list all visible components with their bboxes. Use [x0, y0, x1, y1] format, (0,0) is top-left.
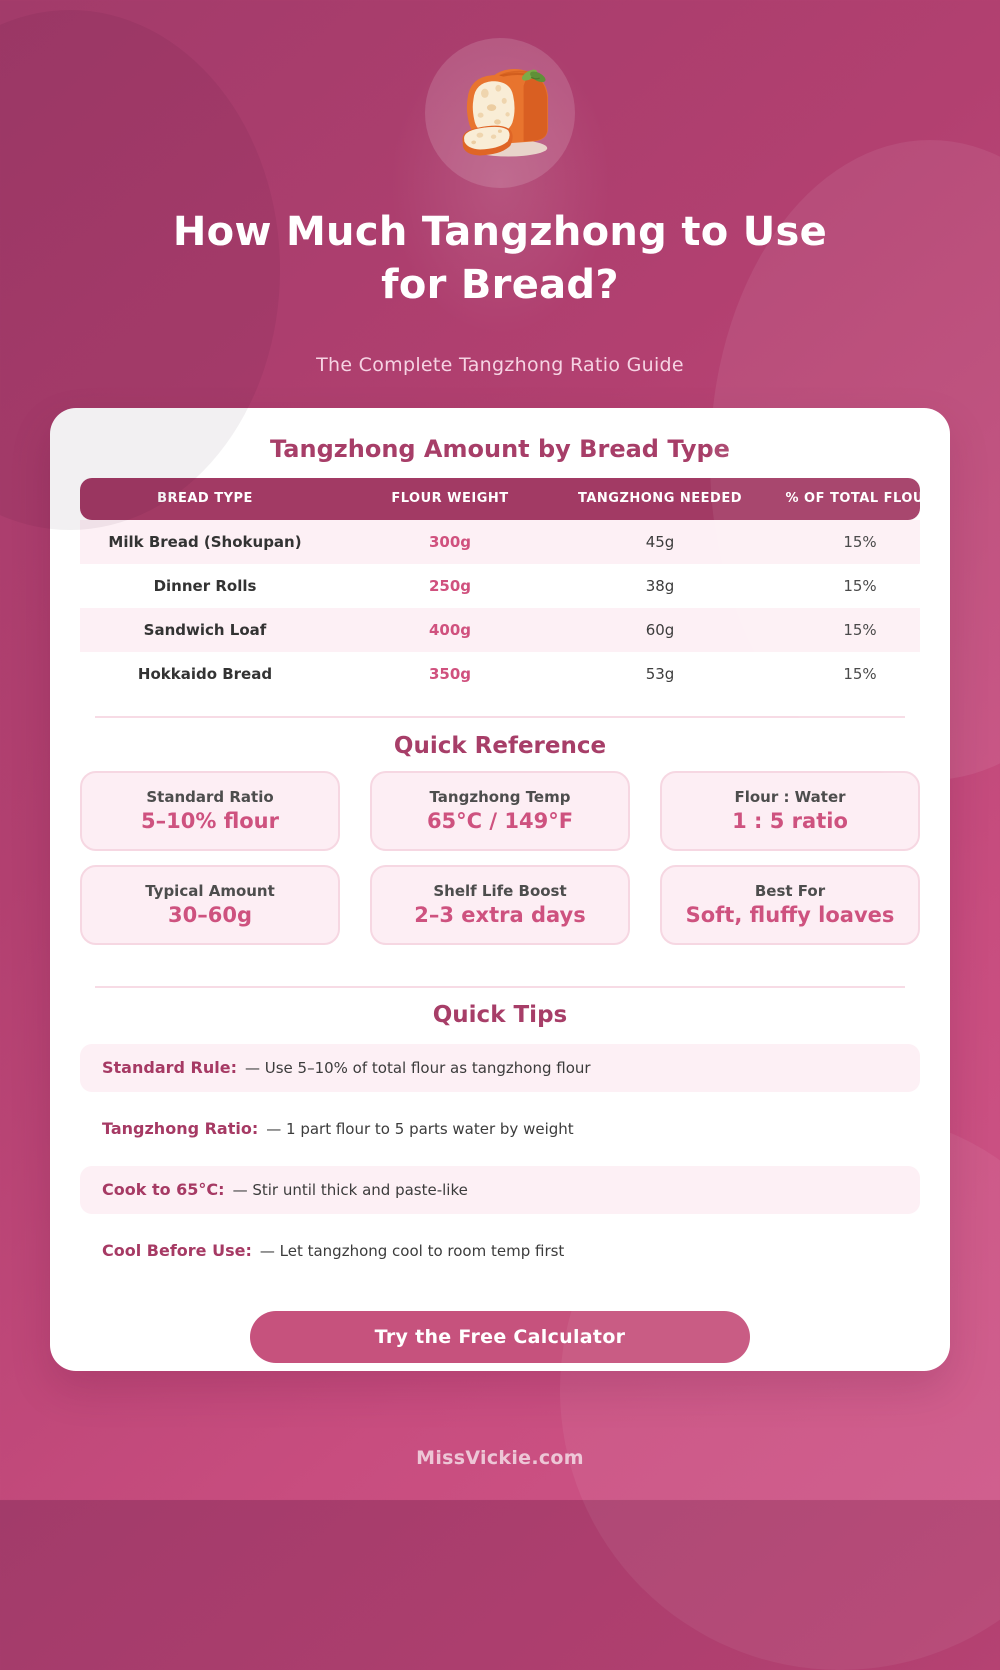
page-title: How Much Tangzhong to Use for Bread? [172, 209, 828, 308]
bread-type-cell: Dinner Rolls [153, 576, 257, 595]
reference-card-value: 5–10% flour [141, 809, 279, 834]
tip-text: — Use 5–10% of total flour as tangzhong … [244, 1058, 591, 1077]
quick-tips-title: Quick Tips [432, 1001, 568, 1028]
reference-card-label: Shelf Life Boost [433, 882, 567, 901]
flour-weight-cell: 300g [428, 532, 472, 551]
reference-card-value: 2–3 extra days [414, 903, 586, 928]
column-header-percent-of-total: % OF TOTAL FLOUR [785, 491, 921, 507]
table-title: Tangzhong Amount by Bread Type [270, 434, 730, 463]
tip-text: — Let tangzhong cool to room temp first [259, 1241, 565, 1260]
percent-cell: 15% [843, 664, 877, 683]
bread-type-cell: Milk Bread (Shokupan) [108, 532, 302, 551]
tangzhong-needed-cell: 45g [645, 532, 675, 551]
content-card: Tangzhong Amount by Bread Type BREAD TYP… [50, 407, 950, 1371]
reference-card-value: 1 : 5 ratio [732, 809, 848, 834]
reference-card-label: Typical Amount [145, 882, 275, 901]
reference-card-value: 65°C / 149°F [426, 809, 574, 834]
bread-loaf-icon [441, 52, 559, 174]
quick-tips-list: Standard Rule: — Use 5–10% of total flou… [80, 1043, 920, 1275]
quick-reference-grid: Standard Ratio 5–10% flour Tangzhong Tem… [80, 770, 920, 945]
tip-cool-before-use: Cool Before Use: — Let tangzhong cool to… [80, 1227, 920, 1275]
section-divider [95, 985, 905, 988]
tip-text: — Stir until thick and paste-like [232, 1180, 468, 1199]
footer-brand: MissVickie.com [416, 1446, 584, 1469]
tip-cook-to-65: Cook to 65°C: — Stir until thick and pas… [80, 1165, 920, 1214]
column-header-bread-type: BREAD TYPE [157, 491, 253, 507]
reference-card-tangzhong-temp: Tangzhong Temp 65°C / 149°F [370, 770, 630, 851]
hero-icon-circle [425, 38, 575, 188]
section-divider [95, 715, 905, 718]
reference-card-best-for: Best For Soft, fluffy loaves [660, 864, 920, 945]
flour-weight-cell: 250g [428, 576, 472, 595]
column-header-tangzhong-needed: TANGZHONG NEEDED [577, 491, 742, 507]
table-row: Sandwich Loaf 400g 60g 15% [80, 607, 920, 652]
percent-cell: 15% [843, 576, 877, 595]
tangzhong-needed-cell: 53g [645, 664, 675, 683]
reference-card-standard-ratio: Standard Ratio 5–10% flour [80, 770, 340, 851]
hero-section: How Much Tangzhong to Use for Bread? The… [0, 0, 1000, 376]
reference-card-value: Soft, fluffy loaves [685, 903, 895, 928]
bread-type-table: BREAD TYPE FLOUR WEIGHT TANGZHONG NEEDED… [80, 477, 921, 696]
flour-weight-cell: 400g [428, 620, 472, 639]
reference-card-label: Flour : Water [734, 788, 846, 807]
flour-weight-cell: 350g [428, 664, 472, 683]
tip-label: Standard Rule: [102, 1058, 237, 1078]
reference-card-label: Best For [754, 882, 826, 901]
column-header-flour-weight: FLOUR WEIGHT [391, 491, 509, 507]
tip-label: Tangzhong Ratio: [102, 1119, 259, 1139]
reference-card-shelf-life: Shelf Life Boost 2–3 extra days [370, 864, 630, 945]
page-subtitle: The Complete Tangzhong Ratio Guide [316, 353, 684, 376]
reference-card-label: Tangzhong Temp [429, 788, 571, 807]
tip-text: — 1 part flour to 5 parts water by weigh… [266, 1119, 574, 1138]
table-row: Milk Bread (Shokupan) 300g 45g 15% [80, 519, 920, 564]
percent-cell: 15% [843, 620, 877, 639]
table-header-row: BREAD TYPE FLOUR WEIGHT TANGZHONG NEEDED… [80, 477, 921, 520]
tip-label: Cook to 65°C: [102, 1180, 225, 1200]
table-row: Hokkaido Bread 350g 53g 15% [80, 652, 920, 696]
try-calculator-button[interactable]: Try the Free Calculator [250, 1310, 750, 1363]
percent-cell: 15% [843, 532, 877, 551]
bread-type-cell: Hokkaido Bread [137, 664, 273, 683]
reference-card-label: Standard Ratio [146, 788, 274, 807]
reference-card-value: 30–60g [168, 903, 252, 928]
bread-type-cell: Sandwich Loaf [143, 620, 267, 639]
reference-card-flour-water: Flour : Water 1 : 5 ratio [660, 770, 920, 851]
quick-reference-title: Quick Reference [393, 732, 607, 759]
reference-card-typical-amount: Typical Amount 30–60g [80, 864, 340, 945]
tangzhong-needed-cell: 60g [645, 620, 675, 639]
table-row: Dinner Rolls 250g 38g 15% [80, 564, 920, 608]
tangzhong-needed-cell: 38g [645, 576, 675, 595]
tip-tangzhong-ratio: Tangzhong Ratio: — 1 part flour to 5 par… [80, 1105, 920, 1153]
tip-standard-rule: Standard Rule: — Use 5–10% of total flou… [80, 1043, 920, 1092]
tip-label: Cool Before Use: [102, 1241, 252, 1261]
